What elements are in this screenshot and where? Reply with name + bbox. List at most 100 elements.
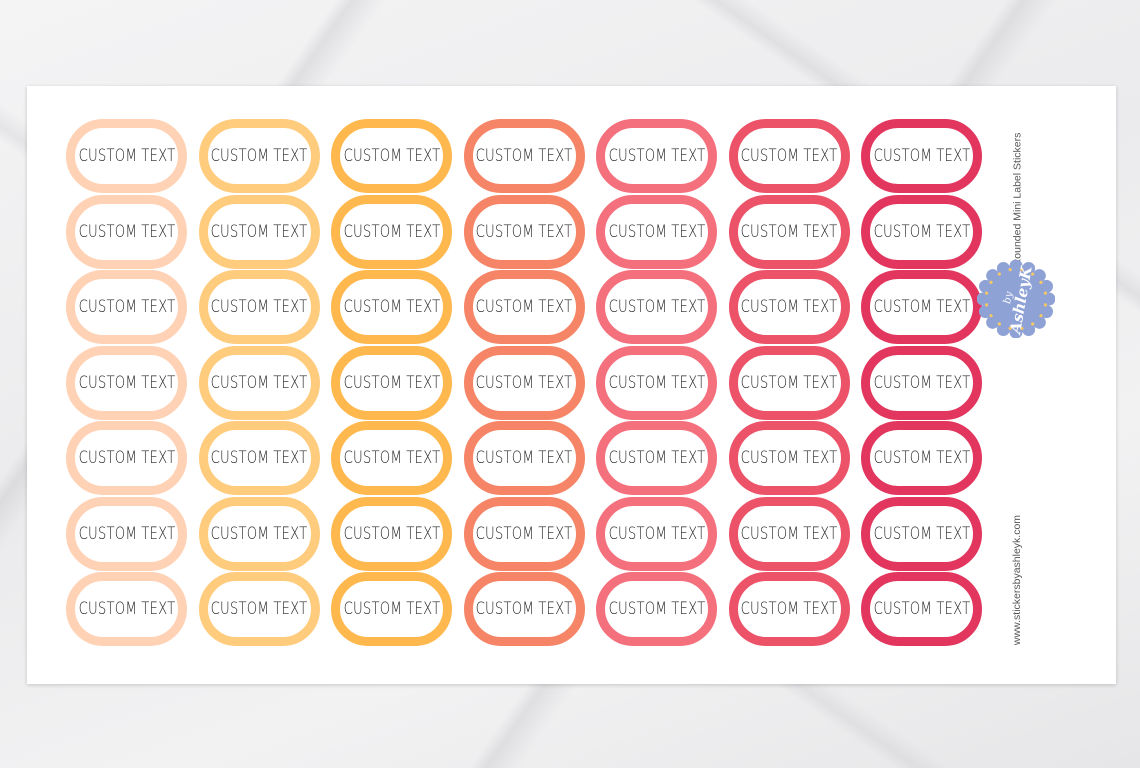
sticker-label-text: CUSTOM TEXT [78, 146, 175, 166]
sticker-label[interactable]: CUSTOM TEXT [728, 194, 850, 269]
sticker-label-text: CUSTOM TEXT [740, 221, 838, 242]
sticker-label[interactable]: CUSTOM TEXT [861, 572, 982, 646]
sticker-label-text: CUSTOM TEXT [873, 523, 970, 544]
sticker-label[interactable]: CUSTOM TEXT [66, 194, 187, 269]
sticker-label-text: CUSTOM TEXT [343, 221, 440, 242]
sticker-label[interactable]: CUSTOM TEXT [463, 194, 585, 269]
sticker-label[interactable]: CUSTOM TEXT [198, 194, 320, 269]
brand-logo: by AshleyK [976, 259, 1056, 339]
sticker-label[interactable]: CUSTOM TEXT [331, 270, 452, 344]
sticker-label[interactable]: CUSTOM TEXT [463, 345, 585, 420]
sticker-label-text: CUSTOM TEXT [608, 372, 705, 393]
sticker-label-text: CUSTOM TEXT [78, 221, 175, 242]
sticker-label[interactable]: CUSTOM TEXT [463, 421, 585, 495]
sticker-label[interactable]: CUSTOM TEXT [331, 345, 452, 420]
sticker-label[interactable]: CUSTOM TEXT [198, 270, 320, 344]
sticker-label-text: CUSTOM TEXT [740, 599, 838, 619]
sticker-label-text: CUSTOM TEXT [343, 146, 440, 166]
sticker-label-text: CUSTOM TEXT [78, 448, 175, 468]
sticker-label-text: CUSTOM TEXT [343, 448, 440, 468]
website-url-text: www.stickersbyashleyk.com [1011, 514, 1023, 646]
website-url: www.stickersbyashleyk.com [1008, 505, 1026, 655]
sticker-label[interactable]: CUSTOM TEXT [331, 119, 452, 193]
sticker-label[interactable]: CUSTOM TEXT [728, 572, 850, 646]
sticker-label-text: CUSTOM TEXT [608, 448, 705, 468]
sticker-label[interactable]: CUSTOM TEXT [66, 421, 187, 495]
sticker-label-text: CUSTOM TEXT [873, 599, 970, 619]
sticker-label-text: CUSTOM TEXT [475, 448, 573, 468]
sticker-label-text: CUSTOM TEXT [608, 523, 705, 544]
sticker-label[interactable]: CUSTOM TEXT [66, 345, 187, 420]
sticker-label[interactable]: CUSTOM TEXT [198, 345, 320, 420]
sticker-label-text: CUSTOM TEXT [475, 523, 573, 544]
sticker-label[interactable]: CUSTOM TEXT [596, 119, 717, 193]
sticker-label-text: CUSTOM TEXT [475, 372, 573, 393]
sticker-label[interactable]: CUSTOM TEXT [861, 270, 982, 344]
sticker-label[interactable]: CUSTOM TEXT [728, 345, 850, 420]
sticker-label-text: CUSTOM TEXT [210, 372, 308, 393]
sticker-label-text: CUSTOM TEXT [78, 523, 175, 544]
sticker-label-text: CUSTOM TEXT [78, 297, 175, 317]
sticker-label-text: CUSTOM TEXT [740, 448, 838, 468]
sticker-label-text: CUSTOM TEXT [873, 221, 970, 242]
sticker-label-text: CUSTOM TEXT [210, 523, 308, 544]
sticker-label-text: CUSTOM TEXT [343, 372, 440, 393]
sticker-label[interactable]: CUSTOM TEXT [861, 345, 982, 420]
sticker-label[interactable]: CUSTOM TEXT [861, 119, 982, 193]
sticker-label[interactable]: CUSTOM TEXT [596, 496, 717, 571]
sticker-label-text: CUSTOM TEXT [343, 297, 440, 317]
sticker-label-text: CUSTOM TEXT [210, 297, 308, 317]
sticker-label-text: CUSTOM TEXT [608, 599, 705, 619]
sticker-label[interactable]: CUSTOM TEXT [596, 270, 717, 344]
logo-name-text: AshleyK [1005, 264, 1036, 335]
sticker-label[interactable]: CUSTOM TEXT [198, 119, 320, 193]
sticker-label[interactable]: CUSTOM TEXT [463, 496, 585, 571]
sticker-label[interactable]: CUSTOM TEXT [728, 119, 850, 193]
sticker-label[interactable]: CUSTOM TEXT [596, 194, 717, 269]
sticker-label-text: CUSTOM TEXT [873, 448, 970, 468]
sticker-label[interactable]: CUSTOM TEXT [198, 572, 320, 646]
sticker-label[interactable]: CUSTOM TEXT [331, 572, 452, 646]
sticker-label[interactable]: CUSTOM TEXT [66, 119, 187, 193]
sticker-label-text: CUSTOM TEXT [608, 297, 705, 317]
sticker-label[interactable]: CUSTOM TEXT [463, 270, 585, 344]
label-grid: CUSTOM TEXT CUSTOM TEXT CUSTOM TEXT CUSTOM … [66, 119, 982, 648]
sticker-label-text: CUSTOM TEXT [78, 372, 175, 393]
sticker-label[interactable]: CUSTOM TEXT [861, 194, 982, 269]
sticker-label[interactable]: CUSTOM TEXT [596, 421, 717, 495]
sticker-label-text: CUSTOM TEXT [210, 599, 308, 619]
sticker-label-text: CUSTOM TEXT [475, 221, 573, 242]
sticker-label[interactable]: CUSTOM TEXT [66, 572, 187, 646]
sticker-label[interactable]: CUSTOM TEXT [861, 421, 982, 495]
sticker-label[interactable]: CUSTOM TEXT [331, 496, 452, 571]
sticker-label-text: CUSTOM TEXT [210, 146, 308, 166]
sticker-label[interactable]: CUSTOM TEXT [331, 194, 452, 269]
sticker-label-text: CUSTOM TEXT [873, 297, 970, 317]
sticker-label-text: CUSTOM TEXT [740, 523, 838, 544]
sticker-label[interactable]: CUSTOM TEXT [198, 496, 320, 571]
scalloped-badge-icon [976, 259, 1056, 339]
sticker-label-text: CUSTOM TEXT [475, 146, 573, 166]
sticker-label-text: CUSTOM TEXT [740, 297, 838, 317]
sticker-label[interactable]: CUSTOM TEXT [463, 572, 585, 646]
sticker-label-text: CUSTOM TEXT [475, 297, 573, 317]
sticker-label-text: CUSTOM TEXT [740, 146, 838, 166]
sticker-label[interactable]: CUSTOM TEXT [198, 421, 320, 495]
sticker-label[interactable]: CUSTOM TEXT [861, 496, 982, 571]
sticker-label-text: CUSTOM TEXT [740, 372, 838, 393]
sticker-label-text: CUSTOM TEXT [343, 523, 440, 544]
sticker-label[interactable]: CUSTOM TEXT [66, 270, 187, 344]
sticker-label-text: CUSTOM TEXT [873, 372, 970, 393]
sticker-label[interactable]: CUSTOM TEXT [596, 572, 717, 646]
sticker-label[interactable]: CUSTOM TEXT [331, 421, 452, 495]
sticker-label[interactable]: CUSTOM TEXT [66, 496, 187, 571]
sticker-label-text: CUSTOM TEXT [873, 146, 970, 166]
sticker-label-text: CUSTOM TEXT [343, 599, 440, 619]
sticker-label[interactable]: CUSTOM TEXT [728, 421, 850, 495]
sticker-label[interactable]: CUSTOM TEXT [596, 345, 717, 420]
sticker-label[interactable]: CUSTOM TEXT [728, 270, 850, 344]
sticker-label[interactable]: CUSTOM TEXT [463, 119, 585, 193]
sticker-label-text: CUSTOM TEXT [210, 448, 308, 468]
sticker-label-text: CUSTOM TEXT [210, 221, 308, 242]
sticker-label[interactable]: CUSTOM TEXT [728, 496, 850, 571]
